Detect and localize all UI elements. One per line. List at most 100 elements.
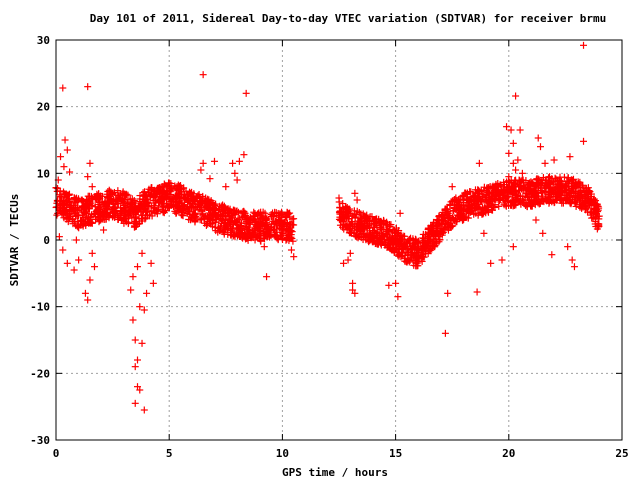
data-point (84, 173, 92, 181)
data-point (68, 208, 76, 216)
data-point (147, 259, 155, 267)
data-point (566, 153, 574, 161)
data-point (86, 159, 94, 167)
data-point (59, 246, 67, 254)
data-point (199, 159, 207, 167)
data-point (234, 216, 242, 224)
data-point (84, 83, 92, 91)
data-point (71, 209, 79, 217)
data-point (512, 166, 520, 174)
data-point (241, 224, 249, 232)
data-point (536, 143, 544, 151)
data-point (258, 220, 266, 228)
data-point (475, 159, 483, 167)
data-point (509, 159, 517, 167)
data-point (111, 206, 119, 214)
data-point (257, 226, 265, 234)
data-point (257, 215, 265, 223)
data-point (441, 329, 449, 337)
data-point (128, 198, 136, 206)
data-point (95, 204, 103, 212)
data-point (534, 134, 542, 142)
data-point (349, 279, 357, 287)
data-point (138, 249, 146, 257)
data-point (191, 217, 199, 225)
data-point (514, 156, 522, 164)
data-point (396, 209, 404, 217)
grid-lines (56, 40, 622, 440)
data-point (220, 202, 228, 210)
data-point (199, 71, 207, 79)
data-point (223, 206, 231, 214)
data-point (212, 218, 220, 226)
data-point (53, 197, 61, 205)
data-point (564, 243, 572, 251)
data-point (509, 139, 517, 147)
data-point (250, 228, 258, 236)
data-point (94, 209, 102, 217)
data-point (160, 180, 168, 188)
data-point (480, 229, 488, 237)
data-point (55, 233, 63, 241)
y-tick-label: 0 (43, 234, 50, 247)
data-point (228, 225, 236, 233)
data-point (214, 228, 222, 236)
data-point (190, 190, 198, 198)
data-point (448, 183, 456, 191)
y-tick-label: 10 (37, 167, 50, 180)
data-point (512, 92, 520, 100)
data-point (100, 210, 108, 218)
data-point (66, 168, 74, 176)
data-point (147, 185, 155, 193)
data-point (134, 207, 142, 215)
data-point (129, 316, 137, 324)
data-point (54, 209, 62, 217)
data-point (179, 209, 187, 217)
data-point (235, 157, 243, 165)
data-point (121, 191, 129, 199)
data-point (86, 276, 94, 284)
data-point (287, 246, 295, 254)
data-point (233, 176, 241, 184)
data-point (143, 289, 151, 297)
data-point (148, 212, 156, 220)
data-point (177, 194, 185, 202)
data-point (78, 196, 86, 204)
data-point (114, 216, 122, 224)
data-point (239, 208, 247, 216)
data-point (234, 225, 242, 233)
data-point (260, 227, 268, 235)
data-point (93, 194, 101, 202)
data-point (72, 194, 80, 202)
x-tick-label: 20 (502, 447, 515, 460)
data-point (56, 187, 64, 195)
x-axis-label: GPS time / hours (282, 466, 388, 479)
data-point (109, 199, 117, 207)
data-point (225, 216, 233, 224)
data-point (242, 89, 250, 97)
axis-ticks: 0 5 10 15 20 25 30 20 10 0 -10 -20 -30 (30, 34, 629, 460)
data-point (102, 215, 110, 223)
data-point (196, 216, 204, 224)
data-point (270, 227, 278, 235)
y-tick-label: 20 (37, 101, 50, 114)
data-point (120, 190, 128, 198)
data-point (72, 236, 80, 244)
data-point (100, 226, 108, 234)
data-point (77, 220, 85, 228)
data-point (264, 223, 272, 231)
data-point (251, 224, 259, 232)
data-point (351, 189, 359, 197)
data-point (160, 203, 168, 211)
data-point (184, 202, 192, 210)
data-point (202, 203, 210, 211)
data-point (228, 229, 236, 237)
data-point (149, 279, 157, 287)
data-point (77, 206, 85, 214)
x-tick-label: 5 (166, 447, 173, 460)
data-point (173, 203, 181, 211)
data-point (233, 217, 241, 225)
data-point (113, 196, 121, 204)
data-point (487, 259, 495, 267)
data-point (188, 203, 196, 211)
